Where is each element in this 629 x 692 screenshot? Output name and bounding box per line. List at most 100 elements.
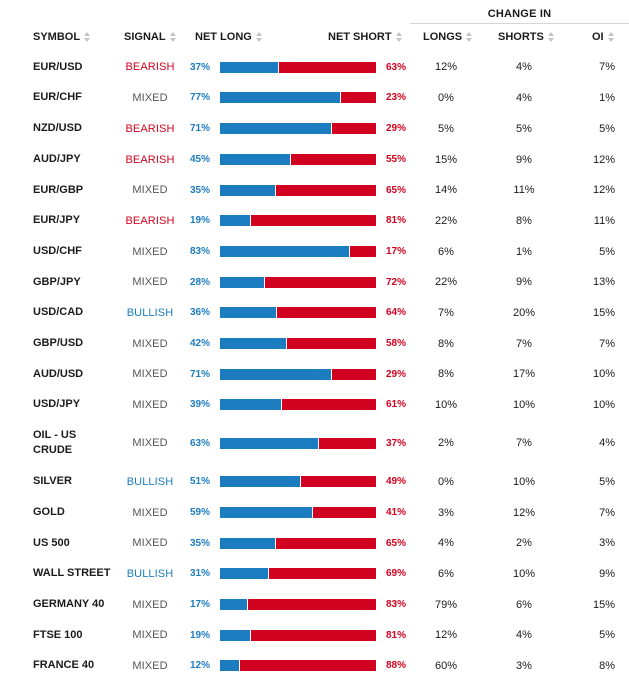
table-row[interactable]: FTSE 100 MIXED 19% 81% 12% 4% 5%	[0, 620, 629, 650]
oi-change-cell: 8%	[599, 659, 615, 672]
bar-divider	[239, 660, 240, 671]
table-row[interactable]: EUR/CHF MIXED 77% 23% 0% 4% 1%	[0, 82, 629, 113]
oi-change-cell: 4%	[599, 437, 615, 449]
symbol-cell[interactable]: EUR/JPY	[33, 214, 81, 226]
bar-divider	[281, 399, 282, 410]
longs-change-cell: 22%	[434, 276, 458, 288]
longs-change-cell: 0%	[438, 91, 454, 104]
symbol-cell[interactable]: AUD/JPY	[33, 153, 81, 165]
symbol-cell[interactable]: OIL - US CRUDE	[33, 429, 77, 456]
net-short-cell: 61%	[386, 399, 407, 410]
symbol-cell[interactable]: AUD/USD	[33, 367, 84, 380]
longs-column-header[interactable]: LONGS	[423, 29, 473, 45]
sentiment-bar	[220, 629, 376, 641]
longs-change-cell: 15%	[434, 153, 458, 166]
net-short-cell: 58%	[386, 338, 407, 349]
shorts-column-header[interactable]: SHORTS	[498, 29, 555, 45]
table-row[interactable]: AUD/USD MIXED 71% 29% 8% 17% 10%	[0, 359, 629, 389]
symbol-column-header[interactable]: SYMBOL	[33, 29, 91, 45]
longs-change-cell: 22%	[434, 214, 458, 227]
table-row[interactable]: WALL STREET BULLISH 31% 69% 6% 10% 9%	[0, 558, 629, 589]
sentiment-bar	[220, 399, 376, 410]
table-row[interactable]: EUR/GBP MIXED 35% 65% 14% 11% 12%	[0, 175, 629, 205]
net-long-column-header[interactable]: NET LONG	[195, 29, 263, 45]
table-row[interactable]: US 500 MIXED 35% 65% 4% 2% 3%	[0, 528, 629, 558]
symbol-cell[interactable]: SILVER	[33, 475, 72, 487]
table-row[interactable]: USD/CHF MIXED 83% 17% 6% 1% 5%	[0, 236, 629, 267]
table-row[interactable]: USD/CAD BULLISH 36% 64% 7% 20% 15%	[0, 297, 629, 328]
net-short-cell: 29%	[386, 123, 407, 134]
sort-icon[interactable]	[255, 32, 263, 42]
symbol-cell[interactable]: WALL STREET	[33, 567, 111, 579]
table-row[interactable]: SILVER BULLISH 51% 49% 0% 10% 5%	[0, 466, 629, 497]
net-long-bar	[220, 568, 268, 579]
sentiment-bar	[220, 568, 376, 579]
symbol-cell[interactable]: FRANCE 40	[33, 659, 95, 671]
shorts-change-cell: 5%	[516, 122, 532, 135]
signal-cell: MIXED	[132, 629, 168, 641]
sentiment-bar	[220, 507, 376, 518]
symbol-cell[interactable]: EUR/GBP	[33, 183, 84, 196]
signal-column-header[interactable]: SIGNAL	[124, 29, 177, 45]
net-long-bar	[220, 660, 239, 671]
oi-change-cell: 5%	[599, 475, 615, 488]
longs-header-label: LONGS	[423, 31, 463, 43]
bar-divider	[318, 437, 319, 449]
sort-icon[interactable]	[84, 32, 91, 42]
table-row[interactable]: EUR/USD BEARISH 37% 63% 12% 4% 7%	[0, 52, 629, 82]
longs-change-cell: 12%	[434, 61, 458, 73]
net-long-bar	[220, 599, 247, 610]
symbol-cell[interactable]: NZD/USD	[33, 122, 82, 134]
net-long-value: 19	[189, 215, 202, 226]
signal-cell: MIXED	[132, 537, 168, 549]
shorts-change-cell: 6%	[516, 598, 532, 611]
symbol-cell[interactable]: USD/CAD	[33, 306, 84, 318]
table-row[interactable]: GBP/JPY MIXED 28% 72% 22% 9% 13%	[0, 267, 629, 297]
table-row[interactable]: NZD/USD BEARISH 71% 29% 5% 5% 5%	[0, 113, 629, 144]
sentiment-bar-cell	[220, 297, 376, 328]
symbol-cell[interactable]: US 500	[33, 536, 70, 549]
longs-change-cell: 8%	[438, 368, 454, 380]
table-row[interactable]: AUD/JPY BEARISH 45% 55% 15% 9% 12%	[0, 144, 629, 175]
net-short-cell: 37%	[386, 437, 407, 449]
symbol-cell[interactable]: GOLD	[33, 506, 65, 518]
table-row[interactable]: GOLD MIXED 59% 41% 3% 12% 7%	[0, 497, 629, 528]
symbol-cell[interactable]: GERMANY 40	[33, 598, 105, 610]
net-long-value: 19	[189, 629, 202, 641]
sentiment-bar-cell	[220, 558, 376, 589]
table-row[interactable]: GBP/USD MIXED 42% 58% 8% 7% 7%	[0, 328, 629, 359]
table-row[interactable]: EUR/JPY BEARISH 19% 81% 22% 8% 11%	[0, 205, 629, 236]
sort-icon[interactable]	[395, 32, 403, 42]
net-short-column-header[interactable]: NET SHORT	[328, 29, 403, 45]
table-row[interactable]: FRANCE 40 MIXED 12% 88% 60% 3% 8%	[0, 650, 629, 681]
symbol-cell[interactable]: USD/CHF	[33, 245, 82, 257]
symbol-cell[interactable]: GBP/USD	[33, 337, 84, 349]
symbol-cell[interactable]: FTSE 100	[33, 628, 83, 641]
oi-column-header[interactable]: OI	[592, 29, 615, 45]
longs-change-cell: 2%	[438, 437, 454, 449]
oi-change-cell: 9%	[599, 567, 615, 580]
oi-change-cell: 7%	[599, 337, 615, 350]
symbol-cell[interactable]: EUR/USD	[33, 60, 83, 73]
symbol-cell[interactable]: EUR/CHF	[33, 91, 82, 103]
shorts-change-cell: 10%	[512, 567, 536, 580]
sort-icon[interactable]	[547, 32, 555, 42]
longs-change-cell: 7%	[438, 306, 454, 319]
net-long-cell: 83%	[189, 246, 210, 257]
table-row[interactable]: USD/JPY MIXED 39% 61% 10% 10% 10%	[0, 389, 629, 420]
sentiment-bar-cell	[220, 528, 376, 558]
longs-change-cell: 0%	[438, 475, 454, 488]
longs-change-cell: 12%	[434, 629, 458, 641]
sort-icon[interactable]	[169, 32, 177, 42]
symbol-cell[interactable]: GBP/JPY	[33, 275, 81, 288]
net-short-value: 29	[386, 123, 398, 134]
table-row[interactable]: GERMANY 40 MIXED 17% 83% 79% 6% 15%	[0, 589, 629, 620]
sort-icon[interactable]	[466, 32, 473, 42]
symbol-cell[interactable]: USD/JPY	[33, 398, 81, 410]
net-long-bar	[220, 123, 331, 134]
table-row[interactable]: OIL - US CRUDE MIXED 63% 37% 2% 7% 4%	[0, 420, 629, 466]
shorts-change-cell: 12%	[512, 506, 536, 519]
sort-icon[interactable]	[607, 32, 615, 42]
sentiment-bar-cell	[220, 205, 376, 236]
net-short-value: 58	[386, 338, 398, 349]
